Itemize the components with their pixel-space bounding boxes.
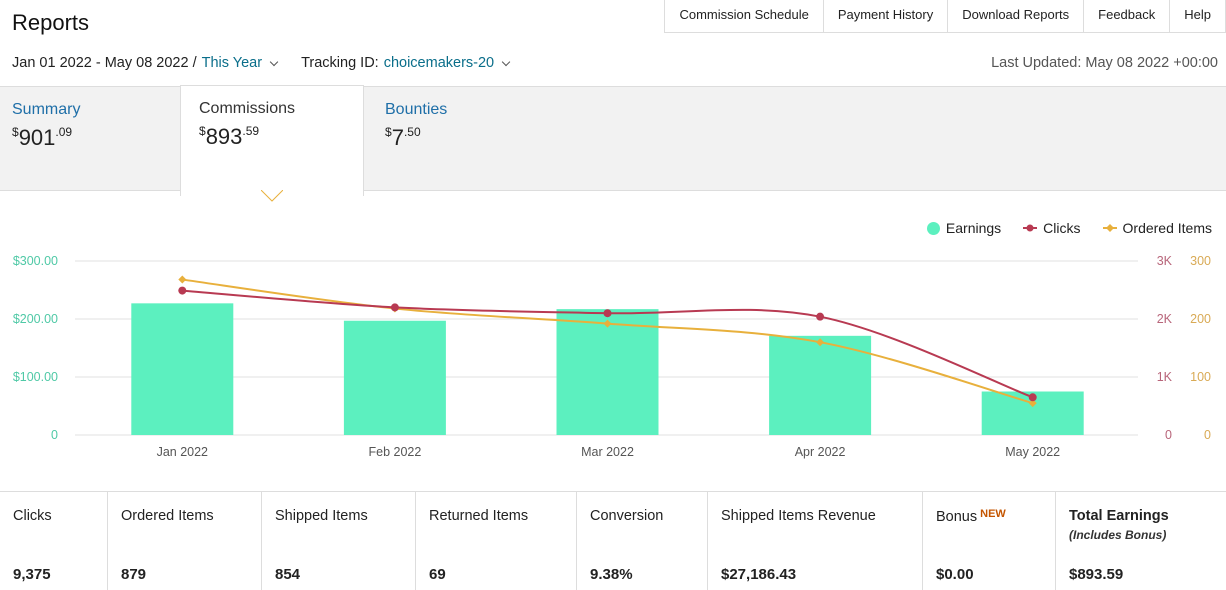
earnings-chart: 0 0 0 $100.00 1K 100 $200.00 2K 200 $300.00 3K 300 J… bbox=[13, 254, 1211, 459]
summary-tabs: Summary $901.09 Commissions $893.59 Boun… bbox=[0, 85, 1226, 196]
summary-amount: $901.09 bbox=[12, 125, 73, 150]
last-updated: Last Updated: May 08 2022 +00:00 bbox=[991, 55, 1218, 71]
earnings-bar bbox=[556, 309, 659, 435]
stat-shipped-items: Shipped Items 854 bbox=[262, 492, 416, 590]
tab-commissions-label: Commissions bbox=[199, 100, 296, 117]
tab-commissions[interactable]: Commissions $893.59 bbox=[180, 85, 364, 196]
tab-bounties[interactable]: Bounties $7.50 bbox=[385, 87, 447, 192]
x-tick-label: Mar 2022 bbox=[581, 445, 634, 459]
y-right-items-tick-label: 200 bbox=[1190, 312, 1211, 326]
earnings-bar bbox=[769, 335, 872, 435]
nav-feedback[interactable]: Feedback bbox=[1083, 0, 1171, 33]
ordered-items-point bbox=[178, 275, 187, 284]
clicks-point bbox=[816, 312, 825, 321]
earnings-dot-icon bbox=[926, 221, 940, 235]
y-right-clicks-tick-label: 1K bbox=[1157, 370, 1173, 384]
bounties-amount: $7.50 bbox=[385, 125, 421, 150]
clicks-point bbox=[390, 303, 399, 312]
x-tick-label: May 2022 bbox=[1005, 445, 1060, 459]
stat-conversion: Conversion 9.38% bbox=[577, 492, 708, 590]
chart-legend: Earnings Clicks Ordered Items bbox=[905, 220, 1212, 236]
legend-ordered-items[interactable]: Ordered Items bbox=[1102, 220, 1212, 236]
y-right-items-tick-label: 0 bbox=[1204, 428, 1211, 442]
top-nav: Commission Schedule Payment History Down… bbox=[664, 0, 1226, 33]
ordered-items-marker-icon bbox=[1102, 224, 1117, 232]
nav-payment-history[interactable]: Payment History bbox=[822, 0, 949, 33]
y-left-tick-label: 0 bbox=[51, 428, 58, 442]
ordered-items-point bbox=[1028, 399, 1037, 408]
chevron-down-icon[interactable] bbox=[269, 57, 279, 66]
tracking-label: Tracking ID: bbox=[301, 55, 379, 71]
clicks-marker-icon bbox=[1023, 224, 1038, 232]
stats-bar: Clicks 9,375 Ordered Items 879 Shipped I… bbox=[0, 491, 1226, 590]
stat-shipped-revenue: Shipped Items Revenue $27,186.43 bbox=[708, 492, 923, 590]
tracking-id-dropdown[interactable]: choicemakers-20 bbox=[383, 55, 495, 71]
nav-download-reports[interactable]: Download Reports bbox=[947, 0, 1085, 33]
y-right-clicks-tick-label: 0 bbox=[1165, 428, 1172, 442]
stat-returned-items: Returned Items 69 bbox=[416, 492, 577, 590]
x-tick-label: Feb 2022 bbox=[368, 445, 421, 459]
y-right-clicks-tick-label: 2K bbox=[1157, 312, 1173, 326]
new-badge: NEW bbox=[980, 508, 1006, 520]
filter-row: Jan 01 2022 - May 08 2022 / This Year Tr… bbox=[12, 55, 511, 71]
period-dropdown[interactable]: This Year bbox=[201, 55, 263, 71]
stat-bonus: Bonus NEW $0.00 bbox=[923, 492, 1056, 590]
stat-total-earnings: Total Earnings (Includes Bonus) $893.59 bbox=[1069, 508, 1169, 583]
legend-earnings[interactable]: Earnings bbox=[926, 220, 1001, 236]
tab-bounties-label: Bounties bbox=[385, 101, 448, 118]
y-right-items-tick-label: 100 bbox=[1190, 370, 1211, 384]
date-range: Jan 01 2022 - May 08 2022 / bbox=[12, 55, 197, 71]
earnings-bar bbox=[343, 320, 446, 435]
y-right-items-tick-label: 300 bbox=[1190, 254, 1211, 268]
stat-clicks: Clicks 9,375 bbox=[0, 492, 108, 590]
active-tab-pointer-icon bbox=[261, 190, 283, 202]
ordered-items-point bbox=[603, 319, 612, 328]
commissions-amount: $893.59 bbox=[199, 124, 260, 149]
nav-commission-schedule[interactable]: Commission Schedule bbox=[664, 0, 824, 33]
clicks-point bbox=[603, 309, 612, 318]
stat-ordered-items: Ordered Items 879 bbox=[108, 492, 262, 590]
ordered-items-point bbox=[816, 338, 825, 347]
page-title: Reports bbox=[12, 10, 90, 35]
chevron-down-icon[interactable] bbox=[501, 57, 511, 66]
y-left-tick-label: $300.00 bbox=[13, 254, 58, 268]
tab-summary-label: Summary bbox=[12, 101, 81, 118]
x-tick-label: Jan 2022 bbox=[157, 445, 208, 459]
y-left-tick-label: $200.00 bbox=[13, 312, 58, 326]
y-left-tick-label: $100.00 bbox=[13, 370, 58, 384]
x-tick-label: Apr 2022 bbox=[795, 445, 846, 459]
clicks-point bbox=[178, 286, 187, 295]
tab-summary[interactable]: Summary $901.09 bbox=[12, 87, 80, 192]
y-right-clicks-tick-label: 3K bbox=[1157, 254, 1173, 268]
legend-clicks[interactable]: Clicks bbox=[1023, 220, 1081, 236]
earnings-bar bbox=[131, 303, 234, 435]
clicks-point bbox=[1028, 393, 1037, 402]
nav-help[interactable]: Help bbox=[1169, 0, 1226, 33]
